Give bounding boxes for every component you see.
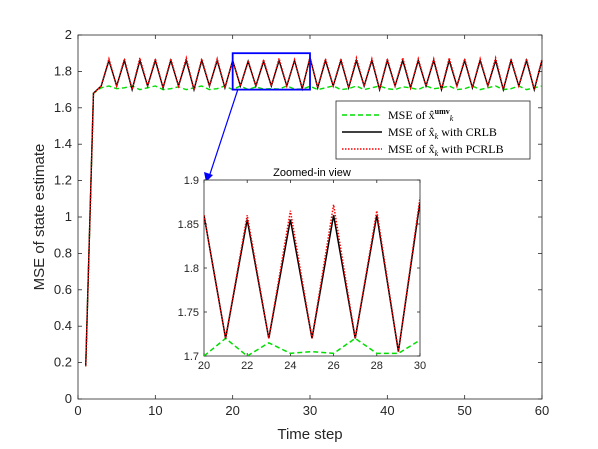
legend: MSE of x̂umvk MSE of x̂k with CRLB MSE o… [335, 100, 531, 160]
inset-y-tick-label: 1.85 [178, 219, 199, 231]
inset-y-tick-label: 1.75 [178, 307, 199, 319]
x-axis-label: Time step [277, 426, 342, 443]
y-tick-label: 1.4 [54, 136, 72, 151]
inset-plot-frame [203, 179, 421, 357]
x-tick-label: 40 [380, 403, 394, 418]
inset-series-line-0 [204, 337, 420, 356]
y-tick-label: 0.6 [54, 282, 72, 297]
inset-x-tick-label: 30 [414, 360, 426, 372]
zoom-region-box [231, 52, 311, 91]
legend-label-pcrlb: MSE of x̂k with PCRLB [388, 142, 504, 158]
main-series-group [85, 54, 543, 367]
y-tick-label: 0 [65, 391, 72, 406]
main-x-ticks: 0 10 20 30 40 50 60 [74, 35, 549, 418]
zoom-arrow-line [208, 88, 239, 178]
zoom-arrow [204, 88, 239, 182]
y-tick-label: 0.2 [54, 355, 72, 370]
y-tick-label: 0.8 [54, 245, 72, 260]
y-tick-label: 1.8 [54, 63, 72, 78]
inset-y-tick-label: 1.8 [184, 263, 199, 275]
inset-y-ticks: 1.7 1.75 1.8 1.85 1.9 [178, 175, 420, 363]
y-tick-label: 2 [65, 27, 72, 42]
y-tick-label: 1.2 [54, 173, 72, 188]
inset-plot: Zoomed-in view 20 22 24 26 28 30 1.71.751.81.… [178, 167, 427, 372]
x-tick-label: 50 [457, 403, 471, 418]
inset-x-tick-label: 24 [284, 360, 296, 372]
inset-series-line-2 [204, 197, 420, 352]
y-axis-label: MSE of state estimate [31, 144, 48, 291]
inset-x-tick-label: 20 [198, 360, 210, 372]
inset-y-tick-label: 1.9 [184, 175, 199, 187]
y-tick-label: 0.4 [54, 318, 72, 333]
main-series-line-2 [85, 54, 543, 367]
inset-x-tick-label: 28 [371, 360, 383, 372]
legend-label-umv: MSE of x̂umvk [388, 107, 454, 123]
inset-title: Zoomed-in view [273, 167, 351, 179]
main-y-ticks: 0 0.2 0.4 0.6 0.8 1 1.2 1.4 1.6 1.8 2 [54, 27, 542, 406]
inset-x-tick-label: 22 [241, 360, 253, 372]
x-tick-label: 10 [148, 403, 162, 418]
y-tick-label: 1.6 [54, 100, 72, 115]
inset-x-tick-label: 26 [327, 360, 339, 372]
legend-label-crlb: MSE of x̂k with CRLB [388, 125, 497, 141]
x-tick-label: 30 [303, 403, 317, 418]
x-tick-label: 20 [225, 403, 239, 418]
inset-series-group [204, 197, 420, 356]
legend-box [335, 100, 531, 160]
inset-x-ticks: 20 22 24 26 28 30 [198, 180, 426, 372]
y-tick-label: 1 [65, 209, 72, 224]
x-tick-label: 60 [535, 403, 549, 418]
zoom-arrow-head [204, 172, 213, 182]
inset-y-tick-label: 1.7 [184, 351, 199, 363]
x-tick-label: 0 [74, 403, 81, 418]
main-series-line-0 [85, 85, 543, 367]
